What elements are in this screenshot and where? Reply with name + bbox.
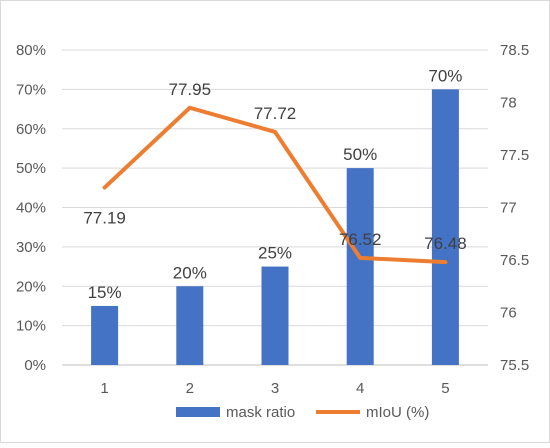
bar-data-label: 70% <box>428 66 462 85</box>
line-data-label: 77.72 <box>254 104 297 123</box>
y-left-tick-label: 70% <box>16 81 46 98</box>
bar-series <box>91 89 459 365</box>
y-right-tick-label: 75.5 <box>500 357 529 374</box>
legend-swatch-mask-ratio <box>176 407 220 417</box>
bar-data-label: 20% <box>173 263 207 282</box>
y-right-tick-label: 77.5 <box>500 147 529 164</box>
line-data-label: 77.19 <box>83 209 126 228</box>
bar-data-label: 15% <box>88 283 122 302</box>
bar <box>431 89 459 365</box>
data-labels: 15% 20% 25% 50% 70% 77.19 77.95 77.72 76.52 76.48 <box>83 66 466 302</box>
y-left-tick-label: 0% <box>24 357 46 374</box>
bar <box>176 286 204 365</box>
mIoU-line <box>102 105 448 265</box>
line-data-label: 76.48 <box>424 234 467 253</box>
legend: mask ratio mIoU (%) <box>176 404 429 421</box>
y-left-tick-label: 60% <box>16 121 46 138</box>
gridlines <box>62 49 488 366</box>
y-left-tick-label: 40% <box>16 200 46 217</box>
y-left-tick-label: 80% <box>16 42 46 59</box>
bar-data-label: 25% <box>258 244 292 263</box>
bar-data-label: 50% <box>343 145 377 164</box>
x-tick-label: 1 <box>100 380 108 397</box>
axes: 0% 10% 20% 30% 40% 50% 60% 70% 80% 75.5 76 76.5 77 77… <box>16 42 529 397</box>
x-tick-label: 3 <box>271 380 279 397</box>
legend-label-miou: mIoU (%) <box>366 404 429 421</box>
y-right-tick-label: 77 <box>500 200 517 217</box>
y-right-tick-label: 76.5 <box>500 252 529 269</box>
line-data-label: 76.52 <box>339 230 382 249</box>
line-data-label: 77.95 <box>169 80 212 99</box>
y-right-tick-label: 78.5 <box>500 42 529 59</box>
y-left-tick-label: 10% <box>16 318 46 335</box>
x-tick-label: 2 <box>186 380 194 397</box>
legend-label-mask-ratio: mask ratio <box>226 404 295 421</box>
bar <box>91 305 119 365</box>
x-tick-label: 4 <box>356 380 364 397</box>
bar <box>261 266 289 365</box>
y-left-tick-label: 20% <box>16 278 46 295</box>
y-right-tick-label: 78 <box>500 95 517 112</box>
y-left-tick-label: 50% <box>16 160 46 177</box>
line-series <box>102 105 448 265</box>
x-tick-label: 5 <box>441 380 449 397</box>
y-left-tick-label: 30% <box>16 239 46 256</box>
y-right-tick-label: 76 <box>500 305 517 322</box>
bar <box>346 168 374 365</box>
